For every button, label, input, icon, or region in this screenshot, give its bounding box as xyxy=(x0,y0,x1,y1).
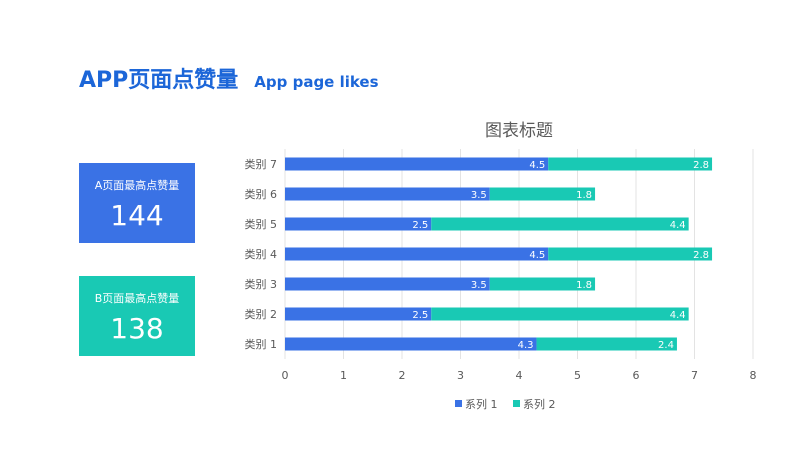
data-label-s2-c1: 2.4 xyxy=(658,340,674,351)
bar-s1-c2 xyxy=(285,307,432,321)
y-category-label-7: 类别 7 xyxy=(245,157,278,171)
x-tick-label-5: 5 xyxy=(574,369,581,382)
y-category-label-3: 类别 3 xyxy=(245,277,278,291)
page-subtitle: App page likes xyxy=(254,73,379,91)
kpi-b-value: 138 xyxy=(110,312,164,345)
x-tick-label-6: 6 xyxy=(633,369,640,382)
kpi-a-value: 144 xyxy=(110,199,164,232)
legend-label-2: 系列 2 xyxy=(523,397,556,410)
data-label-s1-c1: 4.3 xyxy=(518,340,534,351)
x-tick-label-1: 1 xyxy=(340,369,347,382)
data-label-s2-c6: 1.8 xyxy=(576,190,592,201)
bar-s2-c5 xyxy=(431,217,689,231)
page-header: APP页面点赞量 App page likes xyxy=(79,62,379,94)
data-label-s2-c3: 1.8 xyxy=(576,280,592,291)
data-label-s1-c4: 4.5 xyxy=(529,250,545,261)
bar-s2-c4 xyxy=(548,247,713,261)
y-category-label-4: 类别 4 xyxy=(245,247,278,261)
bar-s2-c6 xyxy=(489,187,596,201)
y-category-label-5: 类别 5 xyxy=(245,217,278,231)
stacked-bar-chart: 图表标题 0 1 2 3 4 5 6 7 8 类别 1 4.3 2.4 类别 2 2.5 4.4 类别 3 3.5… xyxy=(245,121,757,410)
data-label-s1-c3: 3.5 xyxy=(471,280,487,291)
bar-s1-c5 xyxy=(285,217,432,231)
x-tick-label-3: 3 xyxy=(457,369,464,382)
legend-swatch-1 xyxy=(455,400,462,407)
data-label-s1-c5: 2.5 xyxy=(412,220,428,231)
kpi-card-a: A页面最高点赞量 144 xyxy=(79,163,195,243)
bar-s2-c3 xyxy=(489,277,596,291)
bar-s1-c4 xyxy=(285,247,549,261)
chart-title: 图表标题 xyxy=(485,121,553,141)
y-category-label-6: 类别 6 xyxy=(245,187,278,201)
kpi-a-label: A页面最高点赞量 xyxy=(94,179,180,192)
data-label-s2-c7: 2.8 xyxy=(693,160,709,171)
bar-s2-c1 xyxy=(536,337,677,351)
legend-label-1: 系列 1 xyxy=(465,397,498,410)
x-tick-label-7: 7 xyxy=(691,369,698,382)
data-label-s2-c5: 4.4 xyxy=(670,220,686,231)
data-label-s1-c7: 4.5 xyxy=(529,160,545,171)
bar-s2-c7 xyxy=(548,157,713,171)
kpi-card-b: B页面最高点赞量 138 xyxy=(79,276,195,356)
x-tick-label-8: 8 xyxy=(750,369,757,382)
bar-s1-c3 xyxy=(285,277,490,291)
y-category-label-2: 类别 2 xyxy=(245,307,278,321)
bar-s1-c6 xyxy=(285,187,490,201)
legend-swatch-2 xyxy=(513,400,520,407)
bar-s1-c7 xyxy=(285,157,549,171)
data-label-s2-c4: 2.8 xyxy=(693,250,709,261)
x-tick-label-0: 0 xyxy=(282,369,289,382)
data-label-s1-c6: 3.5 xyxy=(471,190,487,201)
x-tick-label-2: 2 xyxy=(399,369,406,382)
page-title: APP页面点赞量 xyxy=(79,68,239,93)
bar-s2-c2 xyxy=(431,307,689,321)
data-label-s1-c2: 2.5 xyxy=(412,310,428,321)
bar-s1-c1 xyxy=(285,337,537,351)
x-tick-label-4: 4 xyxy=(516,369,523,382)
data-label-s2-c2: 4.4 xyxy=(670,310,686,321)
kpi-b-label: B页面最高点赞量 xyxy=(94,292,180,305)
y-category-label-1: 类别 1 xyxy=(245,337,278,351)
